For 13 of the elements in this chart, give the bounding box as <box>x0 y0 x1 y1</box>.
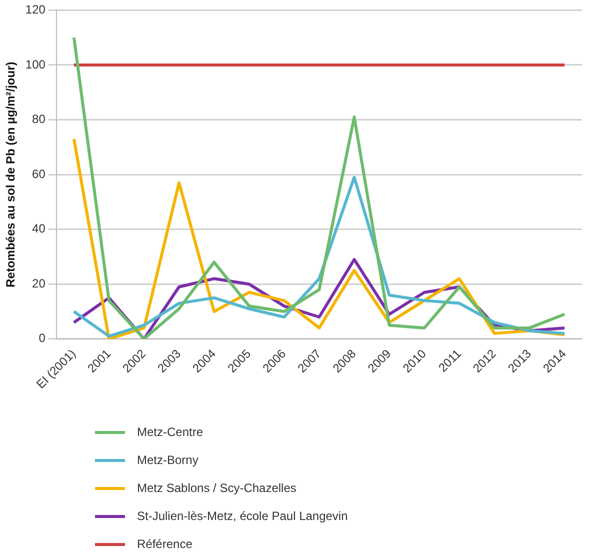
legend-label: Référence <box>137 537 192 551</box>
legend-label: St-Julien-lès-Metz, école Paul Langevin <box>137 509 348 523</box>
y-tick-label: 80 <box>32 112 46 126</box>
y-tick-label: 0 <box>38 331 46 346</box>
legend-label: Metz-Borny <box>137 453 198 467</box>
y-tick-label: 40 <box>32 222 46 236</box>
y-tick-label: 60 <box>32 166 46 181</box>
y-tick-label: 100 <box>25 57 46 72</box>
legend-label: Metz-Centre <box>137 425 204 439</box>
y-axis-title: Retombées au sol de Pb (en µg/m²/jour) <box>4 62 18 288</box>
y-tick-label: 120 <box>25 2 46 17</box>
legend-label: Metz Sablons / Scy-Chazelles <box>137 481 296 495</box>
y-tick-label: 20 <box>32 276 46 290</box>
